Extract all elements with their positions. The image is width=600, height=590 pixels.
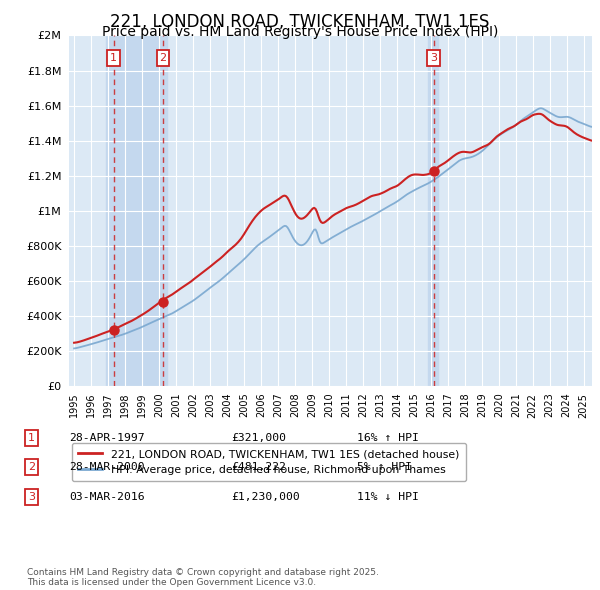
Bar bbox=[428, 35, 439, 386]
Text: 5% ↑ HPI: 5% ↑ HPI bbox=[357, 463, 412, 472]
Text: 3: 3 bbox=[430, 53, 437, 63]
Text: 1: 1 bbox=[28, 433, 35, 442]
Text: 3: 3 bbox=[28, 492, 35, 502]
Legend: 221, LONDON ROAD, TWICKENHAM, TW1 1ES (detached house), HPI: Average price, deta: 221, LONDON ROAD, TWICKENHAM, TW1 1ES (d… bbox=[72, 442, 466, 481]
Text: 28-APR-1997: 28-APR-1997 bbox=[69, 433, 145, 442]
Text: 16% ↑ HPI: 16% ↑ HPI bbox=[357, 433, 419, 442]
Text: 2: 2 bbox=[160, 53, 167, 63]
Text: 2: 2 bbox=[28, 463, 35, 472]
Text: 11% ↓ HPI: 11% ↓ HPI bbox=[357, 492, 419, 502]
Text: 221, LONDON ROAD, TWICKENHAM, TW1 1ES: 221, LONDON ROAD, TWICKENHAM, TW1 1ES bbox=[110, 13, 490, 31]
Bar bbox=[106, 35, 167, 386]
Text: £321,000: £321,000 bbox=[231, 433, 286, 442]
Text: 1: 1 bbox=[110, 53, 117, 63]
Text: 28-MAR-2000: 28-MAR-2000 bbox=[69, 463, 145, 472]
Text: Price paid vs. HM Land Registry's House Price Index (HPI): Price paid vs. HM Land Registry's House … bbox=[102, 25, 498, 40]
Text: Contains HM Land Registry data © Crown copyright and database right 2025.
This d: Contains HM Land Registry data © Crown c… bbox=[27, 568, 379, 587]
Text: £1,230,000: £1,230,000 bbox=[231, 492, 300, 502]
Text: 03-MAR-2016: 03-MAR-2016 bbox=[69, 492, 145, 502]
Text: £481,222: £481,222 bbox=[231, 463, 286, 472]
